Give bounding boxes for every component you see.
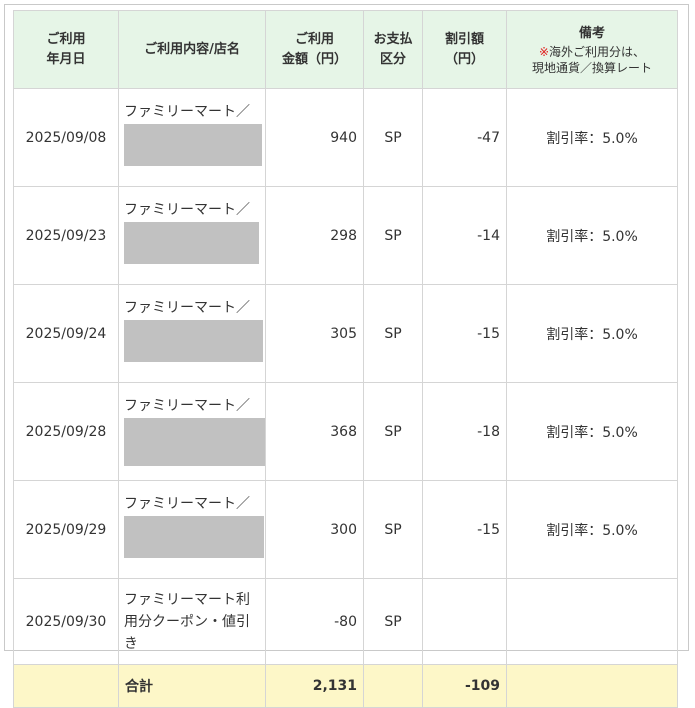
row-store-name: ファミリーマート利用分クーポン・値引き [124, 591, 250, 652]
row-store: ファミリーマート／ [118, 382, 266, 481]
total-empty-memo [506, 664, 678, 708]
row-discount [422, 578, 507, 665]
redacted-store-detail [124, 320, 263, 362]
row-store-name: ファミリーマート／ [124, 202, 250, 218]
row-store: ファミリーマート／ [118, 88, 266, 187]
header-memo-title: 備考 [578, 25, 605, 41]
total-amount: 2,131 [265, 664, 364, 708]
row-store-name: ファミリーマート／ [124, 300, 250, 316]
total-discount: -109 [422, 664, 507, 708]
table-header: ご利用 年月日 ご利用内容/店名 ご利用 金額（円） お支払 区分 割引額 （円… [13, 10, 678, 89]
row-payment: SP [363, 284, 423, 383]
row-memo: 割引率：5.0% [506, 382, 678, 481]
row-store: ファミリーマート／ [118, 284, 266, 383]
note-mark: ※ [538, 44, 550, 59]
row-payment: SP [363, 578, 423, 665]
row-memo [506, 578, 678, 665]
row-date: 2025/09/24 [13, 284, 119, 383]
row-discount: -14 [422, 186, 507, 285]
table-row: 2025/09/24 ファミリーマート／ 305 SP -15 割引率：5.0% [13, 284, 678, 383]
header-payment: お支払 区分 [363, 10, 423, 89]
header-amount: ご利用 金額（円） [265, 10, 364, 89]
header-memo-note-line2: 現地通貨／換算レート [531, 60, 652, 75]
usage-statement-table: ご利用 年月日 ご利用内容/店名 ご利用 金額（円） お支払 区分 割引額 （円… [13, 10, 678, 708]
table-row: 2025/09/29 ファミリーマート／ 300 SP -15 割引率：5.0% [13, 480, 678, 579]
header-memo-note: ※海外ご利用分は、 [507, 44, 677, 60]
row-store-name: ファミリーマート／ [124, 104, 250, 120]
total-label: 合計 [118, 664, 266, 708]
table-row: 2025/09/23 ファミリーマート／ 298 SP -14 割引率：5.0% [13, 186, 678, 285]
row-store: ファミリーマート／ [118, 186, 266, 285]
row-store-name: ファミリーマート／ [124, 496, 250, 512]
redacted-store-detail [124, 124, 262, 166]
row-payment: SP [363, 88, 423, 187]
table-row: 2025/09/30 ファミリーマート利用分クーポン・値引き -80 SP [13, 578, 678, 665]
row-memo: 割引率：5.0% [506, 186, 678, 285]
row-store-name: ファミリーマート／ [124, 398, 250, 414]
row-date: 2025/09/29 [13, 480, 119, 579]
header-amount-line2: 金額（円） [281, 51, 347, 67]
row-payment: SP [363, 480, 423, 579]
row-date: 2025/09/08 [13, 88, 119, 187]
header-store: ご利用内容/店名 [118, 10, 266, 89]
header-amount-line1: ご利用 [294, 31, 334, 47]
total-empty-payment [363, 664, 423, 708]
redacted-store-detail [124, 418, 266, 466]
header-discount-line1: 割引額 [444, 31, 484, 47]
header-date: ご利用 年月日 [13, 10, 119, 89]
header-date-line1: ご利用 [46, 31, 86, 47]
header-payment-line1: お支払 [373, 31, 413, 47]
total-empty-date [13, 664, 119, 708]
row-amount: 298 [265, 186, 364, 285]
header-row: ご利用 年月日 ご利用内容/店名 ご利用 金額（円） お支払 区分 割引額 （円… [13, 10, 678, 89]
row-amount: 300 [265, 480, 364, 579]
row-store: ファミリーマート利用分クーポン・値引き [118, 578, 266, 665]
row-amount: -80 [265, 578, 364, 665]
row-discount: -47 [422, 88, 507, 187]
header-date-line2: 年月日 [46, 51, 86, 67]
table-row: 2025/09/08 ファミリーマート／ 940 SP -47 割引率：5.0% [13, 88, 678, 187]
redacted-store-detail [124, 516, 264, 558]
header-memo-note-line1: 海外ご利用分は、 [549, 44, 646, 59]
row-date: 2025/09/30 [13, 578, 119, 665]
header-payment-line2: 区分 [379, 51, 406, 67]
row-date: 2025/09/23 [13, 186, 119, 285]
row-discount: -18 [422, 382, 507, 481]
row-discount: -15 [422, 284, 507, 383]
row-amount: 368 [265, 382, 364, 481]
header-memo: 備考 ※海外ご利用分は、 現地通貨／換算レート [506, 10, 678, 89]
header-discount-line2: （円） [444, 51, 484, 67]
row-memo: 割引率：5.0% [506, 480, 678, 579]
total-row: 合計 2,131 -109 [13, 664, 678, 708]
table-row: 2025/09/28 ファミリーマート／ 368 SP -18 割引率：5.0% [13, 382, 678, 481]
row-date: 2025/09/28 [13, 382, 119, 481]
row-memo: 割引率：5.0% [506, 284, 678, 383]
header-store-label: ご利用内容/店名 [144, 41, 240, 57]
redacted-store-detail [124, 222, 259, 264]
row-store: ファミリーマート／ [118, 480, 266, 579]
row-memo: 割引率：5.0% [506, 88, 678, 187]
row-amount: 940 [265, 88, 364, 187]
table-body: 2025/09/08 ファミリーマート／ 940 SP -47 割引率：5.0%… [13, 88, 678, 708]
row-payment: SP [363, 186, 423, 285]
row-discount: -15 [422, 480, 507, 579]
header-discount: 割引額 （円） [422, 10, 507, 89]
row-amount: 305 [265, 284, 364, 383]
row-payment: SP [363, 382, 423, 481]
